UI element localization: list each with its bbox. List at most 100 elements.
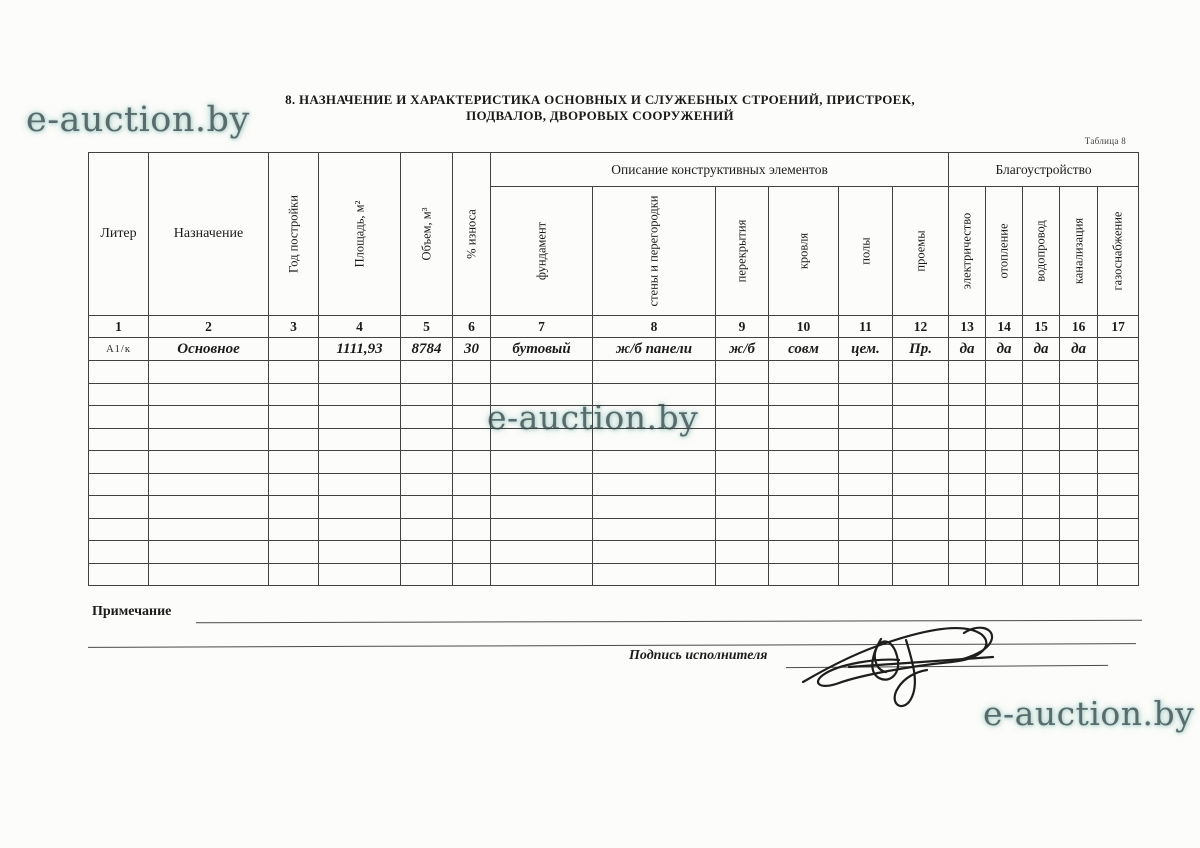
- empty-cell: [318, 427, 401, 451]
- empty-cell: [592, 562, 716, 586]
- empty-table-row: [88, 517, 1140, 541]
- empty-cell: [148, 517, 269, 541]
- empty-cell: [318, 450, 401, 474]
- empty-cell: [1097, 517, 1140, 541]
- empty-cell: [768, 495, 839, 519]
- empty-cell: [400, 472, 453, 496]
- cell-steny: ж/б панели: [592, 337, 716, 361]
- empty-cell: [592, 382, 716, 406]
- empty-cell: [318, 540, 401, 564]
- empty-cell: [1097, 405, 1140, 429]
- empty-cell: [148, 540, 269, 564]
- empty-cell: [1059, 405, 1099, 429]
- header-iznos: % износа: [452, 152, 491, 316]
- empty-cell: [490, 405, 593, 429]
- empty-cell: [985, 427, 1024, 451]
- empty-cell: [948, 382, 987, 406]
- empty-cell: [948, 562, 987, 586]
- empty-cell: [1059, 450, 1099, 474]
- empty-cell: [768, 450, 839, 474]
- empty-cell: [592, 495, 716, 519]
- empty-cell: [715, 382, 769, 406]
- handwritten-signature: [793, 612, 998, 712]
- cell-krovlya: совм: [768, 337, 839, 361]
- empty-cell: [1022, 562, 1061, 586]
- group-header-amenities: Благоустройство: [948, 152, 1140, 187]
- column-number: 6: [452, 315, 491, 338]
- empty-cell: [891, 450, 950, 474]
- empty-cell: [452, 360, 491, 384]
- header-poly: полы: [838, 186, 893, 316]
- empty-cell: [838, 562, 893, 586]
- executor-signature-label: Подпись исполнителя: [629, 648, 768, 663]
- empty-cell: [985, 472, 1024, 496]
- empty-cell: [148, 472, 269, 496]
- empty-cell: [490, 427, 593, 451]
- empty-cell: [148, 360, 269, 384]
- empty-cell: [838, 450, 893, 474]
- empty-cell: [1059, 517, 1099, 541]
- empty-cell: [268, 450, 319, 474]
- empty-cell: [268, 495, 319, 519]
- table-caption: Таблица 8: [1084, 136, 1126, 146]
- empty-cell: [592, 360, 716, 384]
- empty-cell: [88, 405, 149, 429]
- empty-cell: [768, 360, 839, 384]
- header-fundament: фундамент: [490, 186, 593, 316]
- empty-cell: [1097, 495, 1140, 519]
- empty-cell: [715, 427, 769, 451]
- column-number: 13: [948, 315, 987, 338]
- empty-cell: [1022, 495, 1061, 519]
- column-number: 11: [838, 315, 893, 338]
- header-liter: Литер: [88, 152, 149, 316]
- watermark-bottom-right: e-auction.by: [983, 694, 1195, 733]
- empty-cell: [838, 360, 893, 384]
- header-elektrichestvo: электричество: [948, 186, 987, 316]
- empty-cell: [318, 495, 401, 519]
- cell-proemy: Пр.: [891, 337, 950, 361]
- empty-cell: [715, 562, 769, 586]
- column-number: 10: [768, 315, 839, 338]
- header-perekrytiya: перекрытия: [715, 186, 769, 316]
- empty-cell: [891, 382, 950, 406]
- empty-cell: [592, 540, 716, 564]
- cell-god: [268, 337, 319, 361]
- empty-cell: [948, 360, 987, 384]
- empty-cell: [268, 427, 319, 451]
- empty-cell: [838, 405, 893, 429]
- cell-iznos: 30: [452, 337, 491, 361]
- empty-cell: [1022, 427, 1061, 451]
- empty-cell: [715, 450, 769, 474]
- empty-cell: [318, 382, 401, 406]
- column-number: 9: [715, 315, 769, 338]
- empty-cell: [1059, 562, 1099, 586]
- empty-table-row: [88, 427, 1140, 451]
- empty-cell: [948, 450, 987, 474]
- empty-cell: [148, 382, 269, 406]
- empty-cell: [452, 450, 491, 474]
- empty-cell: [592, 472, 716, 496]
- empty-cell: [148, 495, 269, 519]
- header-kanalizaciya: канализация: [1059, 186, 1099, 316]
- empty-cell: [88, 517, 149, 541]
- empty-cell: [1022, 405, 1061, 429]
- empty-cell: [268, 517, 319, 541]
- empty-cell: [948, 540, 987, 564]
- empty-cell: [891, 472, 950, 496]
- empty-cell: [768, 540, 839, 564]
- empty-cell: [318, 405, 401, 429]
- header-steny: стены и перегородки: [592, 186, 716, 316]
- column-number: 14: [985, 315, 1024, 338]
- buildings-characteristics-table: Литер Назначение Год постройки Площадь, …: [88, 152, 1140, 586]
- empty-cell: [715, 540, 769, 564]
- empty-cell: [768, 405, 839, 429]
- empty-cell: [891, 360, 950, 384]
- empty-cell: [715, 360, 769, 384]
- empty-cell: [891, 427, 950, 451]
- empty-cell: [948, 405, 987, 429]
- empty-cell: [268, 405, 319, 429]
- cell-elektrichestvo: да: [948, 337, 987, 361]
- empty-table-row: [88, 540, 1140, 564]
- empty-cell: [715, 472, 769, 496]
